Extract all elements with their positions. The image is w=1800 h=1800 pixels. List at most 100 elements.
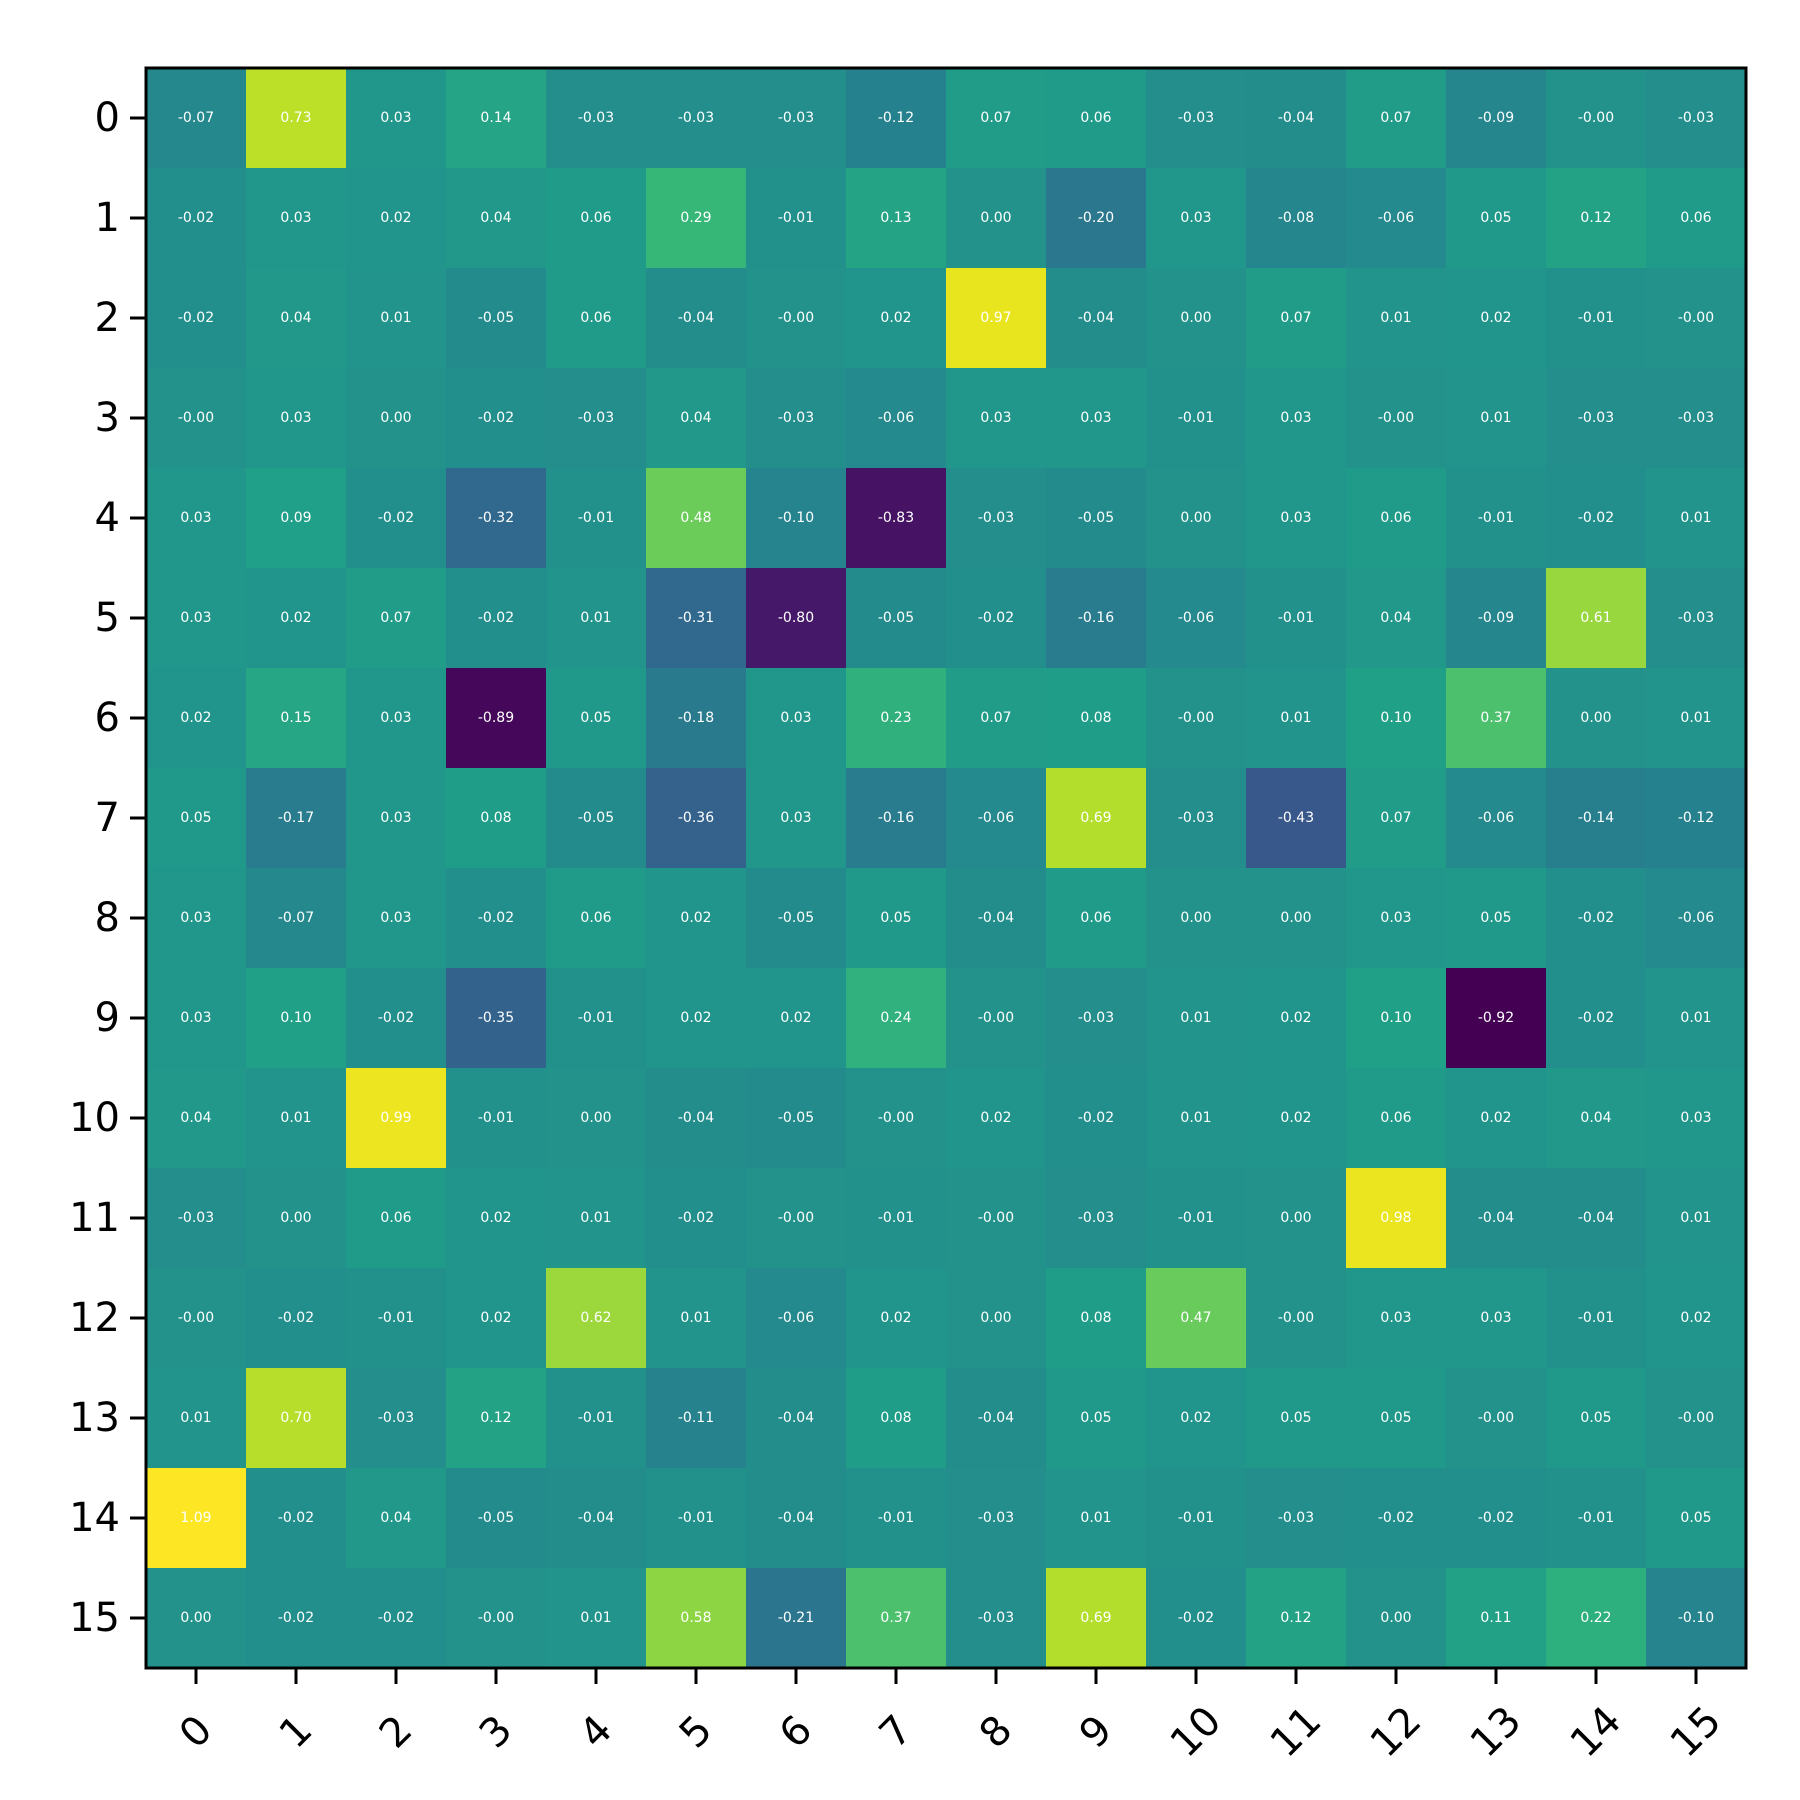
heatmap-cell-r10-c15 (1646, 1068, 1747, 1169)
heatmap-cell-r10-c14 (1546, 1068, 1647, 1169)
cell-value-label: -0.01 (578, 1410, 614, 1426)
heatmap-cell-r4-c8 (946, 468, 1047, 569)
cell-value-label: 1.09 (180, 1510, 211, 1526)
heatmap-cell-r8-c14 (1546, 868, 1647, 969)
heatmap-cell-r6-c8 (946, 668, 1047, 769)
cell-value-label: 0.03 (780, 810, 811, 826)
heatmap-cell-r10-c11 (1246, 1068, 1347, 1169)
cell-value-label: -0.03 (678, 110, 714, 126)
cell-value-label: 0.00 (1180, 910, 1211, 926)
heatmap-cell-r0-c0 (146, 68, 247, 169)
heatmap-cell-r4-c15 (1646, 468, 1747, 569)
x-tick-label: 12 (1362, 1698, 1431, 1767)
cell-value-label: -0.02 (1378, 1510, 1414, 1526)
heatmap-cell-r0-c3 (446, 68, 547, 169)
heatmap-cell-r11-c6 (746, 1168, 847, 1269)
heatmap-cell-r4-c13 (1446, 468, 1547, 569)
cell-value-label: -0.92 (1478, 1010, 1514, 1026)
heatmap-cell-r15-c3 (446, 1568, 547, 1669)
cell-value-label: 0.02 (1480, 310, 1511, 326)
heatmap-cell-r8-c15 (1646, 868, 1747, 969)
heatmap-cell-r10-c9 (1046, 1068, 1147, 1169)
cell-value-label: 0.06 (1080, 910, 1111, 926)
cell-value-label: -0.83 (878, 510, 914, 526)
cell-value-label: -0.11 (678, 1410, 714, 1426)
heatmap-cell-r9-c6 (746, 968, 847, 1069)
cell-value-label: 0.03 (380, 810, 411, 826)
cell-value-label: 0.02 (180, 710, 211, 726)
heatmap-cell-r5-c4 (546, 568, 647, 669)
heatmap-cell-r11-c7 (846, 1168, 947, 1269)
heatmap-cell-r12-c15 (1646, 1268, 1747, 1369)
cell-value-label: 0.03 (1280, 410, 1311, 426)
y-tick-label: 5 (95, 595, 120, 641)
cell-value-label: -0.10 (1678, 1610, 1714, 1626)
heatmap-cell-r5-c1 (246, 568, 347, 669)
y-tick-label: 6 (95, 695, 120, 741)
heatmap-cell-r0-c5 (646, 68, 747, 169)
cell-value-label: -0.02 (278, 1510, 314, 1526)
heatmap-cell-r4-c2 (346, 468, 447, 569)
heatmap-cell-r9-c14 (1546, 968, 1647, 1069)
heatmap-cell-r10-c3 (446, 1068, 547, 1169)
cell-value-label: -0.02 (678, 1210, 714, 1226)
y-tick-label: 13 (69, 1395, 120, 1441)
heatmap-cell-r13-c4 (546, 1368, 647, 1469)
cell-value-label: -0.00 (1478, 1410, 1514, 1426)
cell-value-label: -0.17 (278, 810, 314, 826)
heatmap-cell-r13-c11 (1246, 1368, 1347, 1469)
cell-value-label: -0.00 (178, 410, 214, 426)
heatmap-cell-r6-c4 (546, 668, 647, 769)
cell-value-label: -0.31 (678, 610, 714, 626)
heatmap-cell-r1-c7 (846, 168, 947, 269)
cell-value-label: 0.05 (1580, 1410, 1611, 1426)
heatmap-cell-r9-c4 (546, 968, 647, 1069)
heatmap-cell-r11-c2 (346, 1168, 447, 1269)
heatmap-cell-r7-c1 (246, 768, 347, 869)
cell-value-label: 0.05 (180, 810, 211, 826)
heatmap-cell-r11-c14 (1546, 1168, 1647, 1269)
heatmap-cell-r10-c5 (646, 1068, 747, 1169)
x-tick-label: 13 (1462, 1698, 1531, 1767)
cell-value-label: 0.00 (1280, 1210, 1311, 1226)
cell-value-label: 0.02 (280, 610, 311, 626)
cell-value-label: 0.01 (1080, 1510, 1111, 1526)
heatmap-cell-r1-c10 (1146, 168, 1247, 269)
cell-value-label: -0.89 (478, 710, 514, 726)
cell-value-label: 0.00 (1180, 310, 1211, 326)
cell-value-label: -0.03 (1278, 1510, 1314, 1526)
heatmap-cell-r14-c6 (746, 1468, 847, 1569)
heatmap-cell-r15-c9 (1046, 1568, 1147, 1669)
heatmap-cell-r0-c13 (1446, 68, 1547, 169)
cell-value-label: 0.58 (680, 1610, 711, 1626)
x-tick-label: 15 (1662, 1698, 1731, 1767)
heatmap-cell-r3-c4 (546, 368, 647, 469)
heatmap-cell-r7-c15 (1646, 768, 1747, 869)
cell-value-label: -0.04 (678, 1110, 714, 1126)
heatmap-cell-r15-c7 (846, 1568, 947, 1669)
cell-value-label: 0.01 (180, 1410, 211, 1426)
heatmap-cell-r2-c6 (746, 268, 847, 369)
heatmap-cell-r11-c0 (146, 1168, 247, 1269)
cell-value-label: -0.03 (1178, 810, 1214, 826)
heatmap-cell-r2-c1 (246, 268, 347, 369)
heatmap-cell-r12-c3 (446, 1268, 547, 1369)
heatmap-cell-r10-c8 (946, 1068, 1047, 1169)
cell-value-label: 0.05 (580, 710, 611, 726)
cell-value-label: -0.00 (1578, 110, 1614, 126)
heatmap-cell-r5-c0 (146, 568, 247, 669)
cell-value-label: 0.99 (380, 1110, 411, 1126)
heatmap-cell-r13-c2 (346, 1368, 447, 1469)
cell-value-label: -0.01 (1178, 1510, 1214, 1526)
heatmap-cell-r5-c7 (846, 568, 947, 669)
y-tick-label: 3 (95, 395, 120, 441)
cell-value-label: -0.03 (1078, 1010, 1114, 1026)
cell-value-label: 0.04 (380, 1510, 411, 1526)
cell-value-label: -0.02 (1578, 910, 1614, 926)
cell-value-label: -0.80 (778, 610, 814, 626)
cell-value-label: -0.05 (478, 310, 514, 326)
cell-value-label: -0.16 (1078, 610, 1114, 626)
cell-value-label: 0.01 (580, 1610, 611, 1626)
y-tick-label: 0 (95, 95, 120, 141)
heatmap-cell-r0-c11 (1246, 68, 1347, 169)
